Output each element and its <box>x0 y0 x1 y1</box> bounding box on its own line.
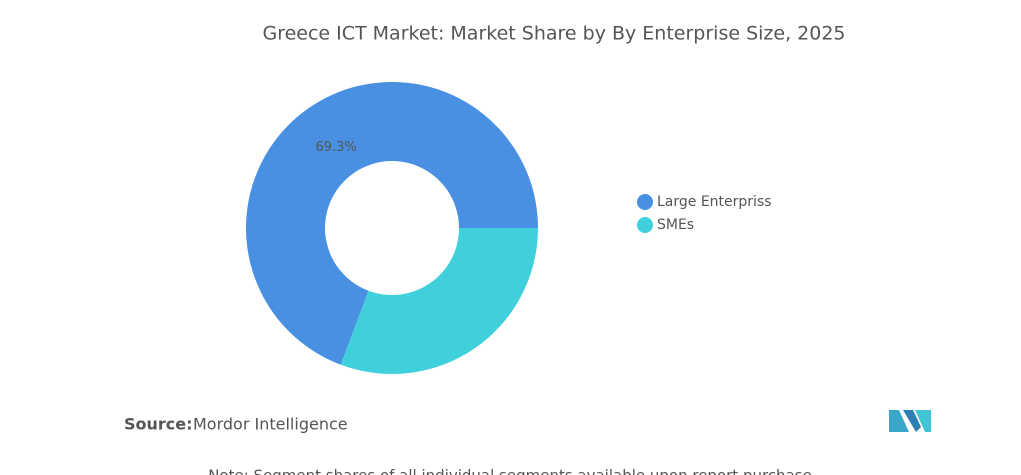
data-label: 69.3% <box>315 140 356 155</box>
legend-marker <box>637 217 653 233</box>
legend: Large Enterpriss SMEs <box>637 194 772 233</box>
logo <box>889 410 931 432</box>
chart-title: Greece ICT Market: Market Share by By En… <box>262 23 845 45</box>
slice <box>245 81 538 365</box>
legend-marker <box>637 194 653 210</box>
slice <box>340 228 538 374</box>
source-label: Source: <box>124 415 193 434</box>
pie: 69.3% <box>245 81 538 374</box>
source: Mordor Intelligence <box>193 415 348 434</box>
legend-label: Large Enterpriss <box>657 194 772 210</box>
legend-label: SMEs <box>657 217 694 233</box>
note: Note: Segment shares of all individual s… <box>208 467 812 475</box>
